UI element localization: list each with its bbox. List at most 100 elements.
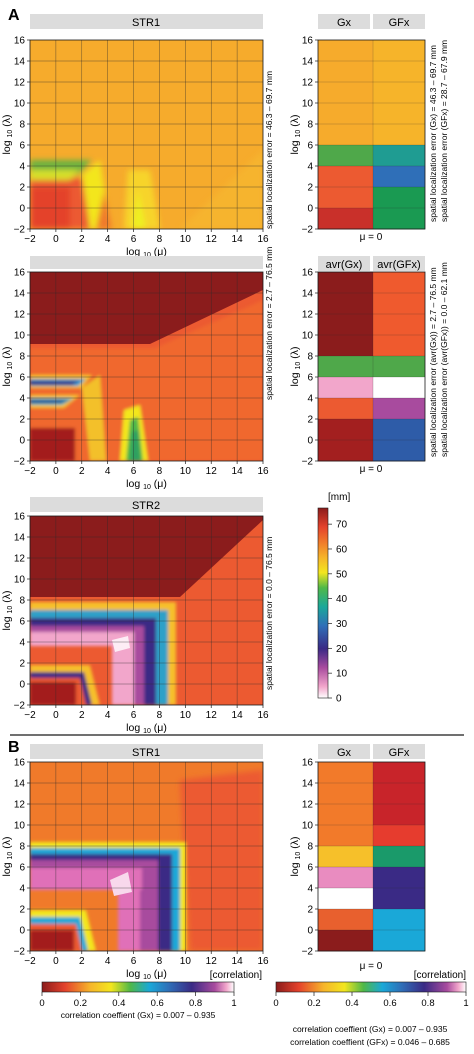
mid-a-ytick-label: 8 <box>19 352 25 363</box>
str2-xtick-label: 16 <box>257 710 269 721</box>
strip-mid-cell <box>318 293 373 315</box>
strip-mid-cell <box>318 398 373 420</box>
heatmap-mid-a <box>30 272 263 461</box>
strip-b-mu: μ = 0 <box>360 961 383 972</box>
str2-xtick-label: 10 <box>180 710 192 721</box>
str2-ytick-label: 8 <box>19 596 25 607</box>
mid-a-ytick-label: 2 <box>19 415 25 426</box>
str1-a-ytick-label: 16 <box>14 36 26 47</box>
strip-mid-cell <box>318 335 373 357</box>
str1-b-ytick-label: 6 <box>19 863 25 874</box>
strip-top-ytick-label: 0 <box>307 204 313 215</box>
strip-mid-cell <box>318 377 373 399</box>
str1-b-xtick-label: 10 <box>180 956 192 967</box>
strip-b-cell <box>318 825 373 847</box>
strip-mid-col1: avr(Gx) <box>326 259 363 271</box>
str2-xtick-label: 2 <box>79 710 85 721</box>
strip-b-ytick-label: 16 <box>302 758 314 769</box>
colorbar-mm-tick-label: 70 <box>336 520 348 531</box>
strip-top-cell <box>373 166 425 188</box>
str1-b-ytick-label: 10 <box>14 821 26 832</box>
strip-mid-ylabel: log 10 (λ) <box>289 347 302 387</box>
strip-mid-ytick-label: 6 <box>307 373 313 384</box>
mid-a-ytick-label: −2 <box>14 457 26 468</box>
str1-a-xlabel: log 10 (μ) <box>126 246 167 259</box>
colorbar-corr-tick-label: 1 <box>231 998 236 1009</box>
strip-b-cell <box>373 825 425 847</box>
strip-b-cell <box>318 804 373 826</box>
note-strip-top-1: spatial localization error (Gx) = 46.3 –… <box>428 45 438 222</box>
colorbar-corr-tick-label: 0 <box>273 998 278 1009</box>
plot-title-str1-b: STR1 <box>132 747 160 759</box>
str1-a-xtick-label: 16 <box>257 234 269 245</box>
strip-mid-mu: μ = 0 <box>360 464 383 475</box>
strip-top-cell <box>318 124 373 146</box>
strip-mid-cell <box>373 398 425 420</box>
title-bar-mid-a <box>30 256 263 269</box>
colorbar-mm-tick-label: 20 <box>336 644 348 655</box>
strip-b-ytick-label: 4 <box>307 884 313 895</box>
strip-b-cell <box>318 909 373 931</box>
mid-a-ylabel: log 10 (λ) <box>1 347 14 387</box>
str1-b-xtick-label: 16 <box>257 956 269 967</box>
str2-ytick-label: 12 <box>14 554 26 565</box>
strip-b-ytick-label: 0 <box>307 926 313 937</box>
colorbar-corr-tick-label: 0.4 <box>112 998 125 1009</box>
strip-b-cell <box>373 804 425 826</box>
strip-mid-cell <box>373 293 425 315</box>
mid-a-xtick-label: 12 <box>206 466 218 477</box>
heatmap-str1-a <box>30 40 263 229</box>
note-strip-mid-2: spatial localization error (avr(GFx)) = … <box>439 262 449 457</box>
strip-middle: avr(Gx) avr(GFx) 16 14 12 10 8 6 4 2 0 −2 log 10 (… <box>289 256 449 475</box>
strip-mid-cell <box>318 314 373 336</box>
str1-a-xtick-label: 12 <box>206 234 218 245</box>
colorbar-mm-tick-label: 10 <box>336 669 348 680</box>
str1-b-xtick-label: 2 <box>79 956 85 967</box>
strip-top-ytick-label: 12 <box>302 78 314 89</box>
colorbar-corr-tick-label: 0 <box>39 998 44 1009</box>
str2-ytick-label: 10 <box>14 575 26 586</box>
strip-top-ytick-label: 2 <box>307 183 313 194</box>
str1-a-xtick-label: 14 <box>232 234 244 245</box>
strip-top-cell <box>318 82 373 104</box>
str2-ytick-label: 14 <box>14 533 26 544</box>
strip-top-cell <box>318 61 373 83</box>
strip-top-ytick-label: 16 <box>302 36 314 47</box>
strip-b-ytick-label: 6 <box>307 863 313 874</box>
grid-str2 <box>30 516 263 705</box>
strip-mid-cell <box>373 272 425 294</box>
strip-b-ytick-label: 2 <box>307 905 313 916</box>
str1-a-ytick-label: 10 <box>14 99 26 110</box>
plot-title-str2: STR2 <box>132 500 160 512</box>
str1-b-ytick-label: 8 <box>19 842 25 853</box>
strip-top-ytick-label: 8 <box>307 120 313 131</box>
strip-b-cell <box>373 888 425 910</box>
str1-b-ytick-label: 16 <box>14 758 26 769</box>
strip-mid-ytick-label: 16 <box>302 268 314 279</box>
strip-top-cell <box>373 40 425 62</box>
mid-a-xtick-label: −2 <box>24 466 36 477</box>
note-mid-a: spatial localization error = 2.7 – 76.5 … <box>264 247 274 400</box>
note-strip-top-2: spatial localization error (GFx) = 28.7 … <box>439 40 449 222</box>
strip-top-cell <box>318 187 373 209</box>
strip-b-cell <box>373 762 425 784</box>
strip-top-ytick-label: 6 <box>307 141 313 152</box>
strip-b-cell <box>318 930 373 952</box>
plot-title-str1-a: STR1 <box>132 17 160 29</box>
strip-b-cell <box>373 846 425 868</box>
colorbar-corr-tick-label: 1 <box>463 998 468 1009</box>
strip-mid-cell <box>373 377 425 399</box>
strip-b-cell <box>318 888 373 910</box>
str2-ytick-label: 16 <box>14 512 26 523</box>
str1-a-xtick-label: 6 <box>131 234 137 245</box>
mid-a-ytick-label: 14 <box>14 289 26 300</box>
str1-b-ytick-label: 0 <box>19 926 25 937</box>
strip-b-cell <box>318 867 373 889</box>
strip-top-ylabel: log 10 (λ) <box>289 115 302 155</box>
strip-mid-cell <box>318 440 373 462</box>
str1-a-xtick-label: 2 <box>79 234 85 245</box>
str1-a-xtick-label: 8 <box>157 234 163 245</box>
str1-b-ylabel: log 10 (λ) <box>1 837 14 877</box>
colorbar-corr-tick-label: 0.6 <box>151 998 164 1009</box>
str1-a-xtick-label: 4 <box>105 234 111 245</box>
